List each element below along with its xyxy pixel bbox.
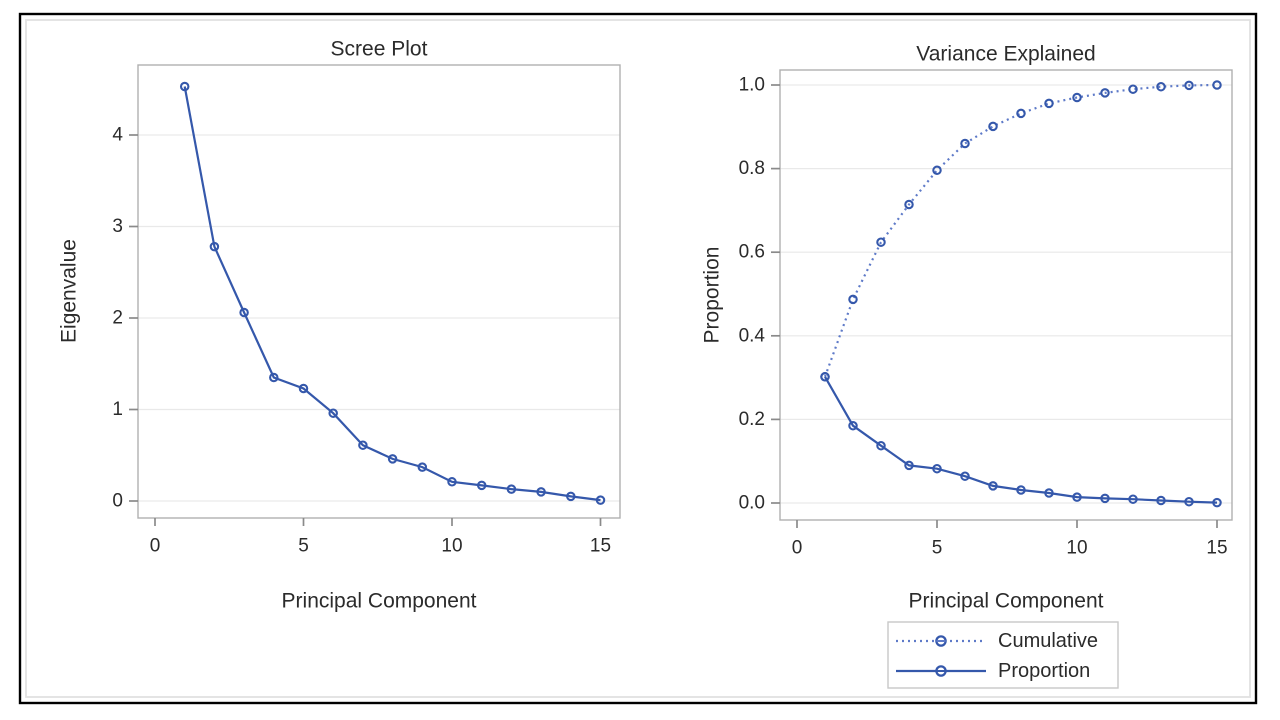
cumulative-marker: [960, 138, 970, 149]
eigenvalue-marker: [298, 383, 309, 394]
eigenvalue-marker: [328, 408, 338, 418]
y-axis-label: Proportion: [701, 247, 724, 344]
y-tick-label: 0.4: [739, 325, 766, 346]
eigenvalue-marker: [536, 487, 546, 497]
cumulative-marker: [1212, 80, 1222, 90]
x-tick-label: 5: [932, 538, 943, 559]
cumulative-line: [823, 83, 1218, 378]
proportion-marker: [1184, 496, 1194, 507]
y-tick-label: 1.0: [739, 75, 765, 96]
proportion-marker: [820, 372, 830, 382]
y-tick-label: 0.6: [739, 242, 765, 263]
proportion-marker: [1072, 492, 1082, 502]
cumulative-marker: [904, 199, 914, 210]
y-tick-label: 1: [112, 399, 123, 420]
eigenvalue-marker: [209, 241, 220, 252]
cumulative-marker: [988, 121, 998, 132]
proportion-marker: [1212, 497, 1222, 508]
eigenvalue-marker: [476, 480, 487, 491]
y-tick-label: 0: [112, 491, 123, 512]
cumulative-marker: [1184, 80, 1194, 91]
legend-label: Proportion: [998, 660, 1090, 682]
proportion-line: [824, 376, 1218, 504]
eigenvalue-marker: [595, 495, 606, 505]
proportion-marker: [1100, 493, 1110, 504]
cumulative-marker: [876, 237, 886, 247]
proportion-marker: [876, 440, 886, 451]
cumulative-marker: [1016, 108, 1026, 119]
legend-box: [887, 621, 1119, 689]
cumulative-marker: [1156, 81, 1166, 92]
proportion-marker: [904, 460, 914, 471]
y-tick-label: 0.0: [739, 493, 765, 514]
x-axis-label: Principal Component: [909, 590, 1104, 613]
x-tick-label: 10: [1066, 538, 1087, 559]
proportion-marker: [932, 463, 942, 474]
chart-title: Scree Plot: [331, 38, 428, 61]
proportion-marker: [1128, 494, 1138, 504]
x-tick-label: 5: [298, 536, 309, 557]
legend: Cumulative Proportion: [887, 621, 1119, 689]
legend-label: Cumulative: [998, 630, 1098, 652]
variance-explained-chart: 0 5 10 15 0.0 0.2 0.4 0.6 0.8 1.0 Variance Explain…: [701, 43, 1233, 689]
x-tick-label: 0: [792, 538, 803, 559]
cumulative-marker: [1128, 84, 1138, 94]
eigenvalue-marker: [387, 454, 398, 464]
cumulative-marker: [848, 294, 858, 305]
y-tick-label: 2: [112, 308, 123, 329]
output-panel-inner-border: [25, 19, 1251, 698]
eigenvalue-marker: [179, 81, 190, 92]
y-tick-label: 4: [112, 125, 123, 146]
scree-plot-chart: 0 5 10 15 0 1 2 3 4 Scree Plot Principal Component…: [58, 38, 621, 613]
y-tick-label: 0.8: [739, 158, 765, 179]
y-tick-label: 0.2: [739, 409, 765, 430]
x-tick-label: 10: [441, 536, 462, 557]
plot-frame: [137, 64, 621, 519]
output-panel-border: [18, 12, 1258, 705]
cumulative-marker: [932, 165, 942, 176]
proportion-marker: [1016, 485, 1026, 495]
eigenvalue-marker: [447, 477, 457, 487]
cumulative-marker: [1100, 88, 1110, 98]
eigenvalue-line: [183, 86, 601, 502]
eigenvalue-marker: [269, 372, 279, 383]
x-tick-label: 15: [1206, 538, 1227, 559]
plot-frame: [779, 69, 1233, 521]
y-axis-label: Eigenvalue: [58, 239, 81, 343]
eigenvalue-marker: [417, 462, 428, 472]
eigenvalue-marker: [358, 440, 368, 450]
cumulative-marker: [1072, 92, 1082, 103]
proportion-marker: [1156, 495, 1166, 506]
cumulative-marker: [1044, 98, 1054, 109]
eigenvalue-marker: [506, 484, 517, 494]
x-tick-label: 15: [590, 536, 611, 557]
x-axis-label: Principal Component: [282, 590, 477, 613]
proportion-marker: [988, 481, 998, 491]
proportion-marker: [848, 420, 858, 431]
eigenvalue-marker: [566, 491, 576, 502]
eigenvalue-marker: [239, 307, 249, 318]
proportion-marker: [960, 471, 970, 481]
y-tick-label: 3: [112, 216, 123, 237]
proportion-marker: [1044, 488, 1054, 498]
chart-title: Variance Explained: [916, 43, 1095, 66]
x-tick-label: 0: [150, 536, 161, 557]
